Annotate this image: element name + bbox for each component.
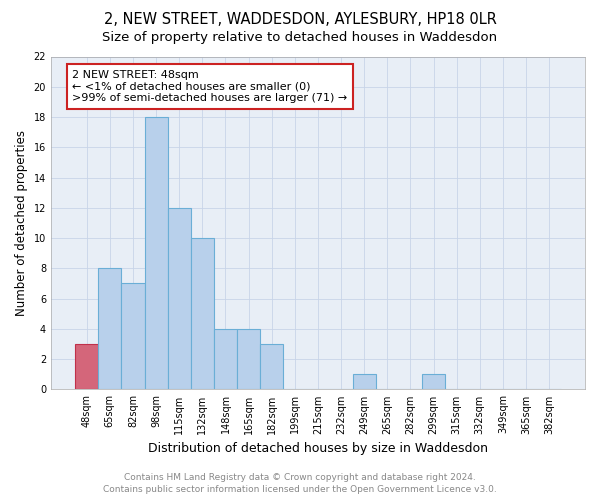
Bar [121,284,145,390]
Y-axis label: Number of detached properties: Number of detached properties [15,130,28,316]
Bar [145,117,167,390]
Text: Contains HM Land Registry data © Crown copyright and database right 2024.
Contai: Contains HM Land Registry data © Crown c… [103,472,497,494]
Bar [260,344,283,390]
Bar [214,329,237,390]
Bar [237,329,260,390]
Text: 2 NEW STREET: 48sqm
← <1% of detached houses are smaller (0)
>99% of semi-detach: 2 NEW STREET: 48sqm ← <1% of detached ho… [72,70,347,103]
Bar [422,374,445,390]
Bar [75,344,98,390]
Bar [353,374,376,390]
Bar [98,268,121,390]
Bar [191,238,214,390]
Text: 2, NEW STREET, WADDESDON, AYLESBURY, HP18 0LR: 2, NEW STREET, WADDESDON, AYLESBURY, HP1… [104,12,496,28]
Text: Size of property relative to detached houses in Waddesdon: Size of property relative to detached ho… [103,31,497,44]
X-axis label: Distribution of detached houses by size in Waddesdon: Distribution of detached houses by size … [148,442,488,455]
Bar [167,208,191,390]
